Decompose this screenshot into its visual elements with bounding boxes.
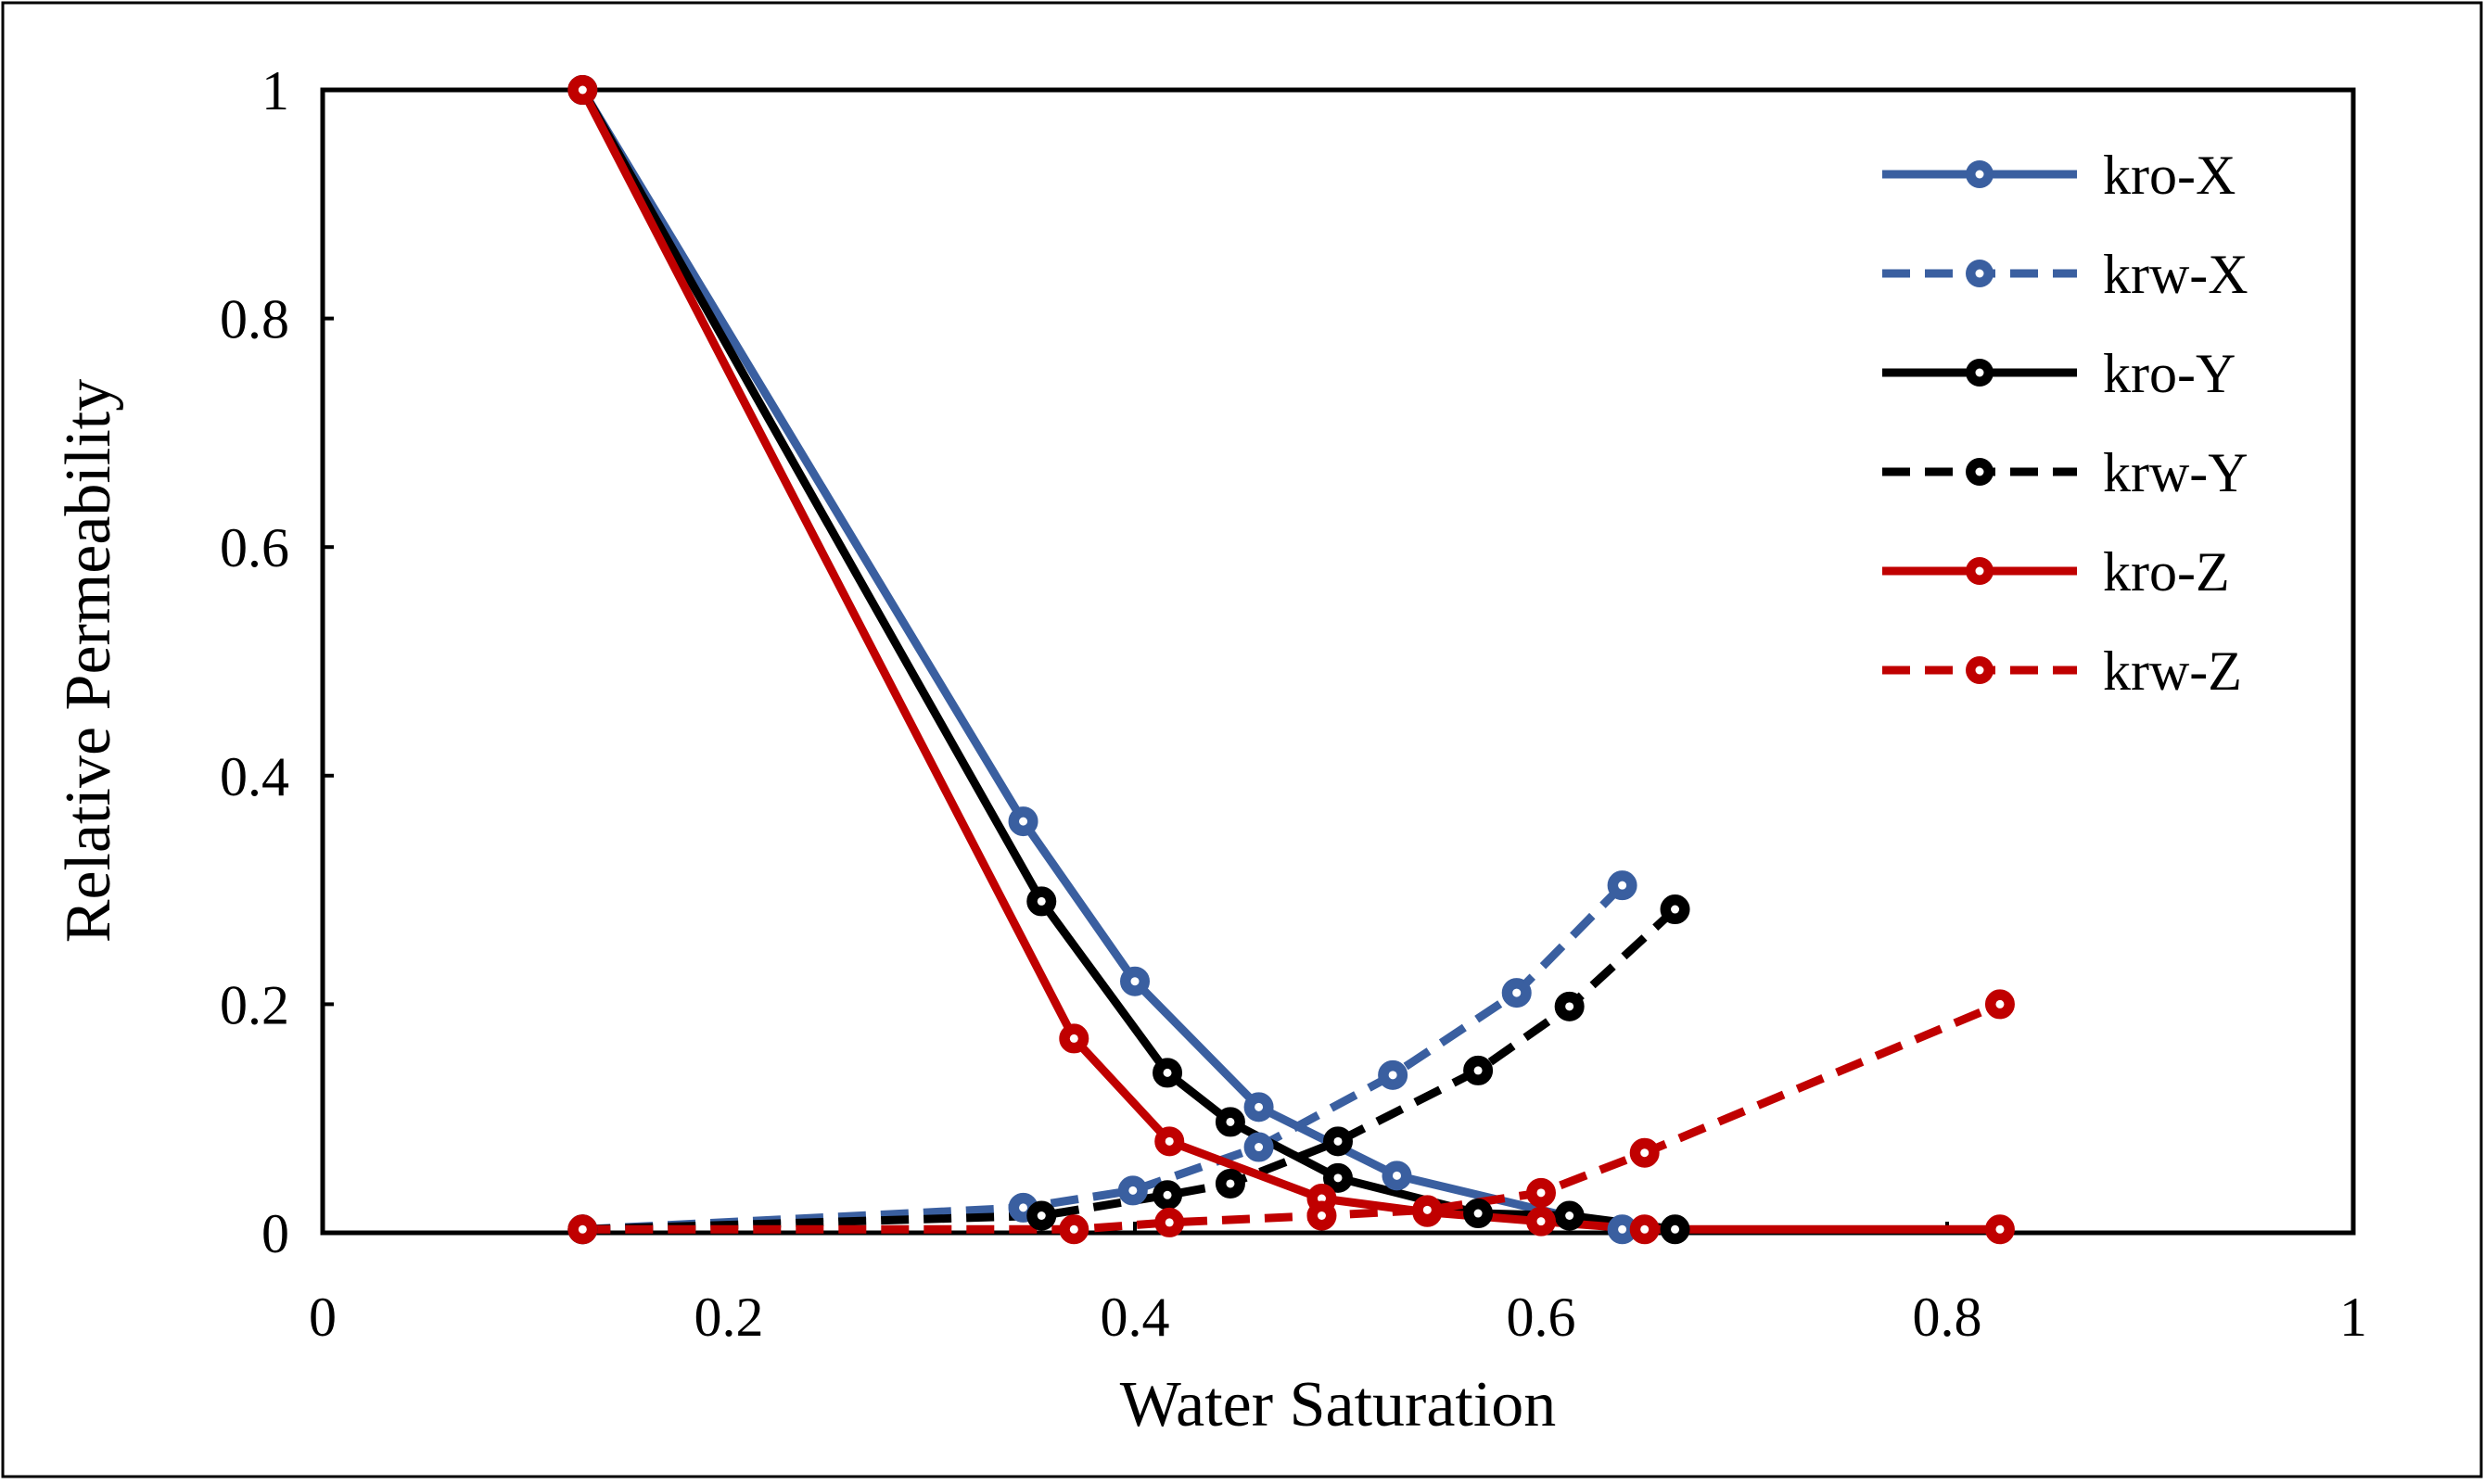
legend-marker-center-kro-z bbox=[1975, 566, 1984, 576]
legend-label-kro-z: kro-Z bbox=[2103, 541, 2230, 602]
data-point-center-kro-z bbox=[1069, 1034, 1078, 1043]
legend-marker-center-krw-z bbox=[1975, 666, 1984, 675]
legend: kro-X krw-X kro-Y krw-Y kro-Z krw-Z bbox=[1882, 145, 2248, 702]
x-axis-ticks: 0 0.2 0.4 0.6 0.8 1 bbox=[309, 1222, 2367, 1348]
data-point-center-krw-z bbox=[1640, 1148, 1650, 1158]
y-tick-label: 0.8 bbox=[220, 289, 289, 350]
data-point-center-kro-y bbox=[1671, 1224, 1680, 1234]
data-point-center-kro-x bbox=[1618, 1224, 1627, 1234]
data-point-center-krw-z bbox=[1165, 1218, 1174, 1227]
data-point-center-kro-x bbox=[1393, 1171, 1402, 1180]
y-tick-label: 0.2 bbox=[220, 974, 289, 1035]
series-markers bbox=[567, 75, 2015, 1245]
data-point-center-kro-z bbox=[578, 85, 587, 95]
data-point-center-krw-z bbox=[1422, 1205, 1432, 1214]
y-tick-label: 0.6 bbox=[220, 517, 289, 578]
data-point-center-krw-y bbox=[1163, 1190, 1172, 1199]
data-point-center-kro-z bbox=[1317, 1194, 1326, 1203]
legend-label-krw-x: krw-X bbox=[2103, 244, 2248, 305]
legend-marker-center-kro-y bbox=[1975, 368, 1984, 377]
data-point-center-krw-x bbox=[1255, 1143, 1264, 1152]
data-point-center-kro-z bbox=[1640, 1224, 1650, 1234]
data-point-center-krw-y bbox=[1333, 1136, 1343, 1146]
y-axis-ticks: 0 0.2 0.4 0.6 0.8 1 bbox=[220, 60, 334, 1264]
x-tick-label: 0.2 bbox=[694, 1287, 764, 1348]
data-point-center-kro-z bbox=[1165, 1136, 1174, 1146]
y-tick-label: 0.4 bbox=[220, 746, 289, 807]
legend-marker-center-krw-y bbox=[1975, 467, 1984, 476]
data-point-center-kro-y bbox=[1037, 896, 1046, 906]
y-tick-label: 1 bbox=[261, 60, 289, 121]
series-line-kro-x bbox=[579, 87, 1624, 1234]
data-point-center-krw-x bbox=[1128, 1186, 1138, 1195]
data-point-center-krw-x bbox=[1019, 1203, 1028, 1212]
series-line-krw-y bbox=[582, 906, 1678, 1234]
data-point-center-kro-z bbox=[1536, 1217, 1546, 1226]
series-line-krw-z bbox=[582, 1000, 2002, 1234]
legend-marker-center-kro-x bbox=[1975, 170, 1984, 179]
legend-marker-center-krw-x bbox=[1975, 269, 1984, 278]
data-point-center-kro-y bbox=[1333, 1173, 1343, 1183]
x-tick-label: 0.6 bbox=[1507, 1287, 1576, 1348]
data-point-center-kro-x bbox=[1255, 1102, 1264, 1111]
data-point-center-kro-x bbox=[1019, 817, 1028, 826]
legend-label-kro-x: kro-X bbox=[2103, 145, 2236, 206]
y-axis-title: Relative Permeability bbox=[53, 379, 124, 943]
legend-label-krw-y: krw-Y bbox=[2103, 442, 2248, 503]
x-tick-label: 0 bbox=[309, 1287, 337, 1348]
data-point-center-kro-y bbox=[1565, 1211, 1574, 1221]
data-point-center-krw-y bbox=[1226, 1179, 1235, 1188]
data-point-center-krw-z bbox=[1317, 1211, 1326, 1221]
data-point-center-krw-y bbox=[1037, 1211, 1046, 1221]
data-point-center-kro-y bbox=[1163, 1068, 1172, 1077]
data-point-center-krw-z bbox=[1536, 1188, 1546, 1198]
data-point-center-krw-z bbox=[1069, 1224, 1078, 1234]
data-point-center-krw-y bbox=[1473, 1066, 1483, 1075]
data-point-center-krw-x bbox=[1618, 881, 1627, 890]
data-point-center-krw-z bbox=[1995, 999, 2005, 1008]
plot-area bbox=[320, 87, 2356, 1236]
x-axis-title: Water Saturation bbox=[1120, 1369, 1557, 1440]
data-point-center-kro-y bbox=[1226, 1117, 1235, 1126]
data-point-center-kro-y bbox=[1473, 1209, 1483, 1218]
data-point-center-krw-y bbox=[1565, 1002, 1574, 1011]
x-tick-label: 0.8 bbox=[1913, 1287, 1982, 1348]
data-point-center-krw-x bbox=[1388, 1071, 1397, 1080]
data-point-center-kro-x bbox=[1130, 977, 1140, 986]
data-point-center-kro-z bbox=[1995, 1224, 2005, 1234]
legend-label-kro-y: kro-Y bbox=[2103, 343, 2236, 404]
data-point-center-krw-x bbox=[1512, 988, 1522, 997]
x-tick-label: 0.4 bbox=[1101, 1287, 1170, 1348]
legend-label-krw-z: krw-Z bbox=[2103, 641, 2242, 702]
data-point-center-krw-y bbox=[1671, 905, 1680, 914]
data-point-center-krw-z bbox=[578, 1224, 587, 1234]
x-tick-label: 1 bbox=[2339, 1287, 2367, 1348]
y-tick-label: 0 bbox=[261, 1203, 289, 1264]
